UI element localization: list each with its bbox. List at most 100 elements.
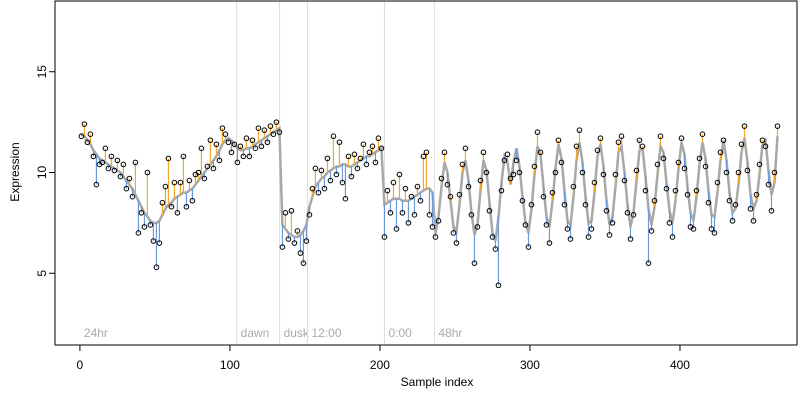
observation: [99, 159, 106, 166]
observation: [603, 207, 610, 214]
observation: [171, 179, 178, 186]
observation: [495, 282, 502, 289]
x-tick-label: 100: [220, 358, 240, 372]
observation: [747, 205, 754, 212]
observation: [417, 197, 424, 204]
observation: [507, 175, 514, 182]
marker-label: dusk: [284, 326, 310, 340]
observation: [486, 207, 493, 214]
observation: [162, 183, 169, 190]
observation: [228, 149, 235, 156]
observation: [411, 212, 418, 218]
observation: [219, 125, 226, 131]
observation: [744, 167, 751, 174]
observation: [606, 232, 613, 238]
observation: [291, 240, 298, 246]
observation: [738, 141, 745, 148]
observation: [633, 167, 640, 174]
observation: [723, 169, 730, 176]
observation: [492, 246, 499, 252]
observation: [87, 131, 94, 138]
observation: [282, 210, 289, 216]
observation: [195, 169, 202, 176]
observation: [234, 159, 241, 166]
x-axis-label: Sample index: [401, 375, 474, 389]
observation: [555, 137, 562, 144]
plot-frame: [54, 0, 798, 346]
observation: [483, 169, 490, 176]
observation: [675, 159, 682, 166]
observation: [651, 197, 658, 204]
marker-label: 0:00: [388, 326, 412, 340]
observation: [153, 264, 160, 271]
observation: [471, 260, 478, 266]
observation: [768, 207, 775, 214]
observation: [660, 155, 667, 162]
observation: [564, 226, 571, 232]
observation: [147, 222, 154, 228]
observation: [762, 143, 769, 150]
y-tick-label: 10: [35, 166, 49, 180]
observation: [225, 139, 232, 146]
observation: [429, 224, 436, 230]
observation: [648, 228, 655, 234]
observation: [642, 187, 649, 194]
observation: [585, 234, 592, 240]
observation: [462, 145, 469, 152]
observation: [252, 145, 259, 152]
observation: [102, 145, 109, 152]
observation: [708, 226, 715, 232]
observation: [117, 173, 124, 180]
observation: [609, 220, 616, 226]
observation: [681, 165, 688, 172]
observation: [741, 123, 748, 129]
observation: [324, 155, 331, 162]
observation: [459, 161, 466, 168]
observation: [597, 135, 604, 142]
observation: [579, 169, 586, 176]
observation: [207, 137, 214, 144]
observation: [405, 220, 412, 226]
observation: [420, 153, 427, 160]
observation: [546, 240, 553, 246]
observation: [414, 183, 421, 190]
observation: [309, 185, 316, 192]
observation: [126, 175, 133, 182]
marker-label: dawn: [241, 326, 270, 340]
observation: [303, 238, 310, 244]
observation: [573, 143, 580, 150]
observation: [114, 157, 121, 164]
marker-label: 48hr: [438, 326, 462, 340]
observation: [123, 185, 130, 192]
observation: [378, 145, 385, 152]
observation: [672, 187, 679, 194]
observation: [489, 234, 496, 240]
observation: [159, 199, 166, 206]
observation: [360, 141, 367, 148]
x-tick-label: 0: [77, 358, 84, 372]
observation: [315, 189, 322, 196]
observation: [543, 222, 550, 228]
observation: [477, 177, 484, 184]
observation: [522, 222, 529, 228]
observation: [168, 203, 175, 210]
observation: [690, 226, 697, 232]
observation: [189, 197, 196, 204]
observation: [594, 147, 601, 154]
observation: [624, 210, 631, 216]
observation: [294, 228, 301, 234]
observation: [78, 133, 85, 140]
observation: [576, 127, 583, 133]
observation: [729, 218, 736, 224]
observation: [528, 201, 535, 208]
observation: [774, 123, 781, 129]
observation: [183, 203, 190, 210]
observation: [297, 250, 304, 256]
observation: [306, 212, 313, 218]
observation: [333, 171, 340, 178]
observation: [750, 218, 757, 224]
observation: [558, 159, 565, 166]
observation: [588, 226, 595, 232]
observation: [201, 175, 208, 182]
observation: [453, 240, 460, 246]
